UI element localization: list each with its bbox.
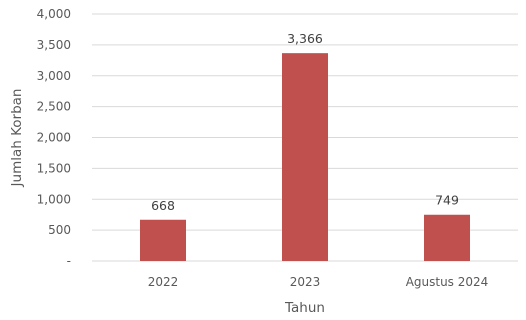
y-tick-label: - — [67, 254, 71, 268]
y-tick-label: 2,500 — [37, 100, 71, 114]
y-tick-label: 1,000 — [37, 192, 71, 206]
y-tick-label: 500 — [48, 223, 71, 237]
y-tick-label: 3,500 — [37, 38, 71, 52]
y-tick-label: 4,000 — [37, 7, 71, 21]
x-tick-label: 2023 — [290, 275, 321, 289]
x-axis-ticks: 2022 2023 Agustus 2024 — [148, 275, 489, 289]
bar — [282, 53, 328, 261]
y-tick-label: 2,000 — [37, 131, 71, 145]
y-axis-ticks: - 500 1,000 1,500 2,000 2,500 3,000 3,500 4,000 — [37, 7, 71, 268]
y-tick-label: 1,500 — [37, 161, 71, 175]
data-labels: 668 3,366 749 — [151, 31, 459, 213]
data-label: 749 — [435, 193, 459, 208]
y-tick-label: 3,000 — [37, 69, 71, 83]
y-axis-title: Jumlah Korban — [9, 89, 25, 188]
bar — [424, 214, 470, 261]
x-tick-label: Agustus 2024 — [406, 275, 489, 289]
bar — [140, 219, 186, 261]
data-label: 668 — [151, 198, 175, 213]
data-label: 3,366 — [287, 31, 323, 46]
x-tick-label: 2022 — [148, 275, 179, 289]
bars — [140, 53, 470, 261]
x-axis-title: Tahun — [284, 300, 325, 316]
